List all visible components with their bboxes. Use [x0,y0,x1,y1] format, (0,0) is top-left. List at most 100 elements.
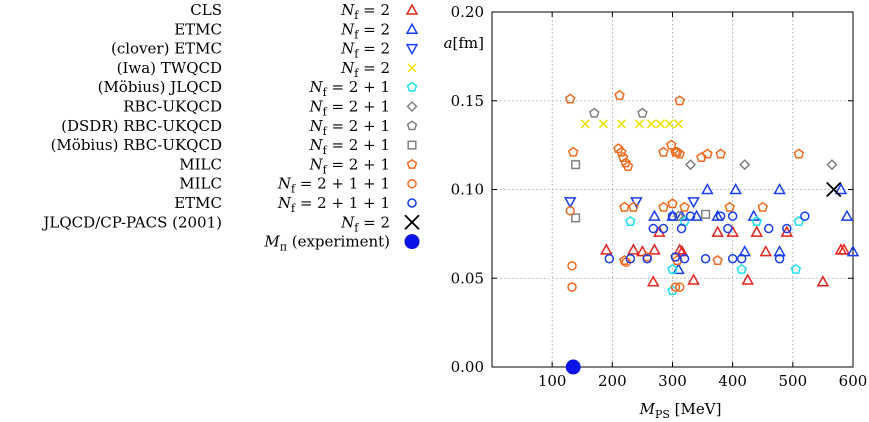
data-point-shape [666,139,677,150]
data-point [685,211,696,221]
data-point [604,253,615,264]
data-point-shape [613,143,624,154]
data-point-shape [616,119,626,129]
data-point [701,182,714,195]
data-point-shape [757,201,768,212]
data-point [658,223,669,234]
data-point [759,245,773,257]
data-point-shape [773,182,786,195]
data-point [676,223,687,234]
data-point [834,182,848,195]
data-point-shape [571,160,581,170]
data-point [636,245,649,257]
data-point [648,223,658,234]
x-axis-label: MPS [MeV] [639,400,722,421]
data-point [700,253,711,264]
data-point [774,253,785,264]
legend-marker-shape [406,120,418,131]
data-point [625,215,636,226]
data-point-shape [736,253,747,264]
data-point-shape [712,254,723,265]
y-tick-label: 0.05 [451,269,484,287]
legend-marker [404,234,420,250]
data-point-shape [646,275,660,287]
data-point-shape [672,210,685,222]
data-point [613,143,624,154]
data-point [724,201,735,212]
data-point-shape [667,211,678,221]
data-point-shape [565,206,575,216]
data-point [837,243,851,255]
data-point [674,95,685,106]
legend-label: (clover) ETMC [111,40,222,58]
legend-marker [407,63,417,73]
legend-label: (Möbius) JLQCD [98,78,222,96]
data-point-shape [727,253,738,264]
data-point [747,209,760,221]
data-point [620,157,631,168]
y-axis-label: a[fm] [444,34,484,52]
data-point-shape [564,93,576,104]
data-point [614,89,625,100]
data-point-shape [750,225,764,237]
data-point-shape [679,253,690,264]
data-point [658,201,669,212]
legend-nf-label: Nf = 2 + 1 [309,98,391,119]
data-point [687,273,700,285]
data-point-shape [634,119,644,129]
data-point-shape [673,243,686,255]
data-point [750,225,764,237]
legend-marker-shape [404,234,420,250]
legend-label: CLS [190,1,222,19]
data-point-shape [670,252,681,262]
legend-nf-label: Mπ (experiment) [263,233,390,254]
legend-marker [405,43,419,56]
data-point [800,211,810,221]
data-point [616,119,626,129]
data-point [711,209,724,221]
legend-label: (Möbius) RBC-UKQCD [51,136,222,154]
data-point-shape [696,152,707,163]
legend-marker-shape [407,140,417,150]
data-point-shape [646,119,656,129]
legend-marker-shape [406,100,418,113]
data-point [846,245,860,257]
x-tick-label: 500 [779,372,808,390]
data-point-shape [648,223,658,234]
legend-marker [405,3,419,15]
data-point [563,197,577,209]
data-point [672,210,685,222]
data-point [684,159,697,171]
legend-label: (Iwa) TWQCD [117,59,222,77]
data-point [727,211,738,221]
legend-marker-shape [405,43,419,56]
y-tick-label: 0.15 [451,92,484,110]
data-point [712,254,723,265]
data-point-shape [637,107,648,118]
data-point [701,209,711,219]
data-point-shape [773,245,786,257]
data-point [741,273,754,285]
y-tick-label: 0.00 [451,358,484,376]
data-point-shape [614,89,625,100]
data-point [736,263,747,274]
data-point [580,119,590,129]
data-point-shape [826,181,842,198]
legend-marker-shape [406,81,418,92]
data-point [764,223,774,234]
data-point-shape [664,119,675,129]
data-point [840,209,854,221]
data-point-shape [676,223,687,234]
data-point-shape [565,359,581,375]
legend-marker-shape [405,3,419,15]
data-point [637,107,648,118]
data-point-shape [741,273,754,285]
data-point [568,146,579,157]
data-point-shape [619,201,630,212]
data-point [625,253,636,264]
data-point-shape [723,223,733,234]
x-tick-label: 400 [718,372,747,390]
data-point-shape [793,148,805,159]
legend-nf-label: Nf = 2 [340,20,390,41]
